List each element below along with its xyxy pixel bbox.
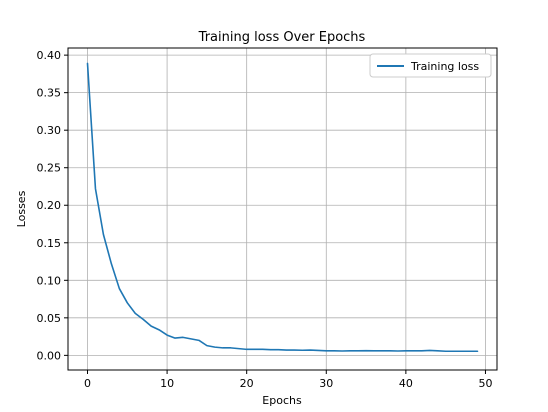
y-tick-label: 0.00 bbox=[37, 349, 62, 362]
x-axis-label: Epochs bbox=[262, 394, 302, 407]
x-tick-label: 40 bbox=[399, 377, 413, 390]
x-tick-label: 50 bbox=[478, 377, 492, 390]
x-axis: 0 10 20 30 40 50 bbox=[84, 370, 492, 390]
y-tick-label: 0.25 bbox=[37, 162, 62, 175]
series-layer bbox=[86, 62, 479, 353]
plot-frame bbox=[67, 47, 498, 371]
y-tick-label: 0.20 bbox=[37, 199, 62, 212]
y-tick-label: 0.35 bbox=[37, 87, 62, 100]
y-tick-label: 0.40 bbox=[37, 49, 62, 62]
chart-title: Training loss Over Epochs bbox=[198, 30, 366, 45]
grid-lines bbox=[68, 48, 497, 370]
legend-box bbox=[369, 53, 492, 78]
plot-area bbox=[68, 48, 497, 370]
y-tick-label: 0.30 bbox=[37, 124, 62, 137]
legend: Training loss bbox=[369, 53, 492, 78]
legend-label: Training loss bbox=[410, 60, 479, 73]
x-tick-label: 0 bbox=[84, 377, 91, 390]
y-tick-label: 0.05 bbox=[37, 312, 62, 325]
y-axis: 0.00 0.05 0.10 0.15 0.20 0.25 0.30 0.35 0.40 bbox=[37, 49, 68, 362]
y-tick-label: 0.15 bbox=[37, 237, 62, 250]
x-tick-label: 30 bbox=[319, 377, 333, 390]
x-tick-label: 10 bbox=[160, 377, 174, 390]
y-tick-label: 0.10 bbox=[37, 274, 62, 287]
x-tick-label: 20 bbox=[240, 377, 254, 390]
series-line-0 bbox=[86, 62, 479, 353]
y-axis-label: Losses bbox=[15, 190, 28, 227]
